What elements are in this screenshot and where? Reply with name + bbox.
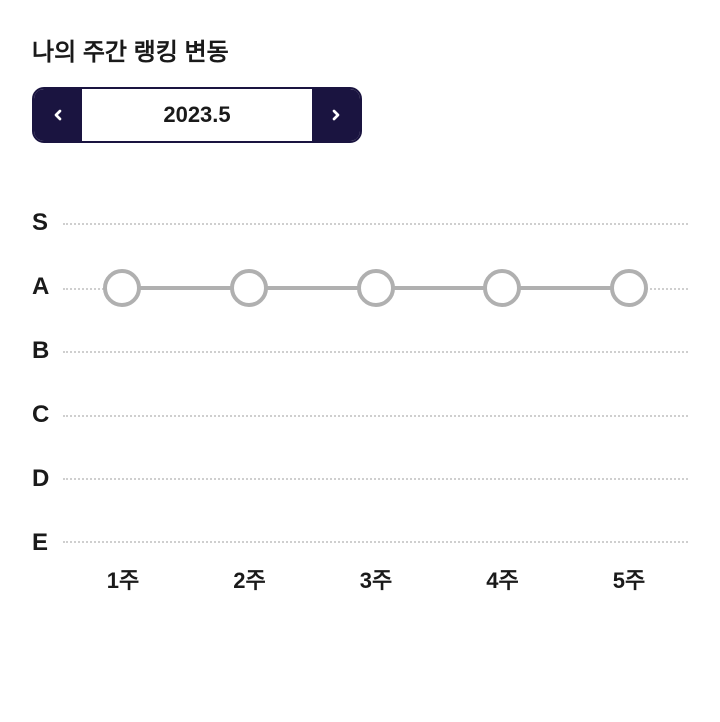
data-marker (483, 269, 521, 307)
grid-line (63, 478, 688, 480)
chevron-right-icon (328, 107, 344, 123)
prev-month-button[interactable] (34, 89, 82, 141)
ranking-chart: SABCDE 1주 2주 3주 4주 5주 (32, 223, 688, 595)
y-axis: SABCDE (32, 223, 63, 543)
grid-line (63, 351, 688, 353)
chevron-left-icon (50, 107, 66, 123)
data-marker (610, 269, 648, 307)
x-tick: 3주 (357, 563, 395, 595)
month-picker: 2023.5 (32, 87, 362, 143)
period-label: 2023.5 (82, 89, 312, 141)
x-tick: 1주 (104, 563, 142, 595)
x-tick: 2주 (231, 563, 269, 595)
data-marker (103, 269, 141, 307)
x-tick: 5주 (610, 563, 648, 595)
page-title: 나의 주간 랭킹 변동 (32, 32, 688, 67)
next-month-button[interactable] (312, 89, 360, 141)
x-tick: 4주 (484, 563, 522, 595)
x-axis: 1주 2주 3주 4주 5주 (64, 563, 688, 595)
plot-area (63, 223, 688, 543)
data-marker (357, 269, 395, 307)
grid-line (63, 415, 688, 417)
data-marker (230, 269, 268, 307)
